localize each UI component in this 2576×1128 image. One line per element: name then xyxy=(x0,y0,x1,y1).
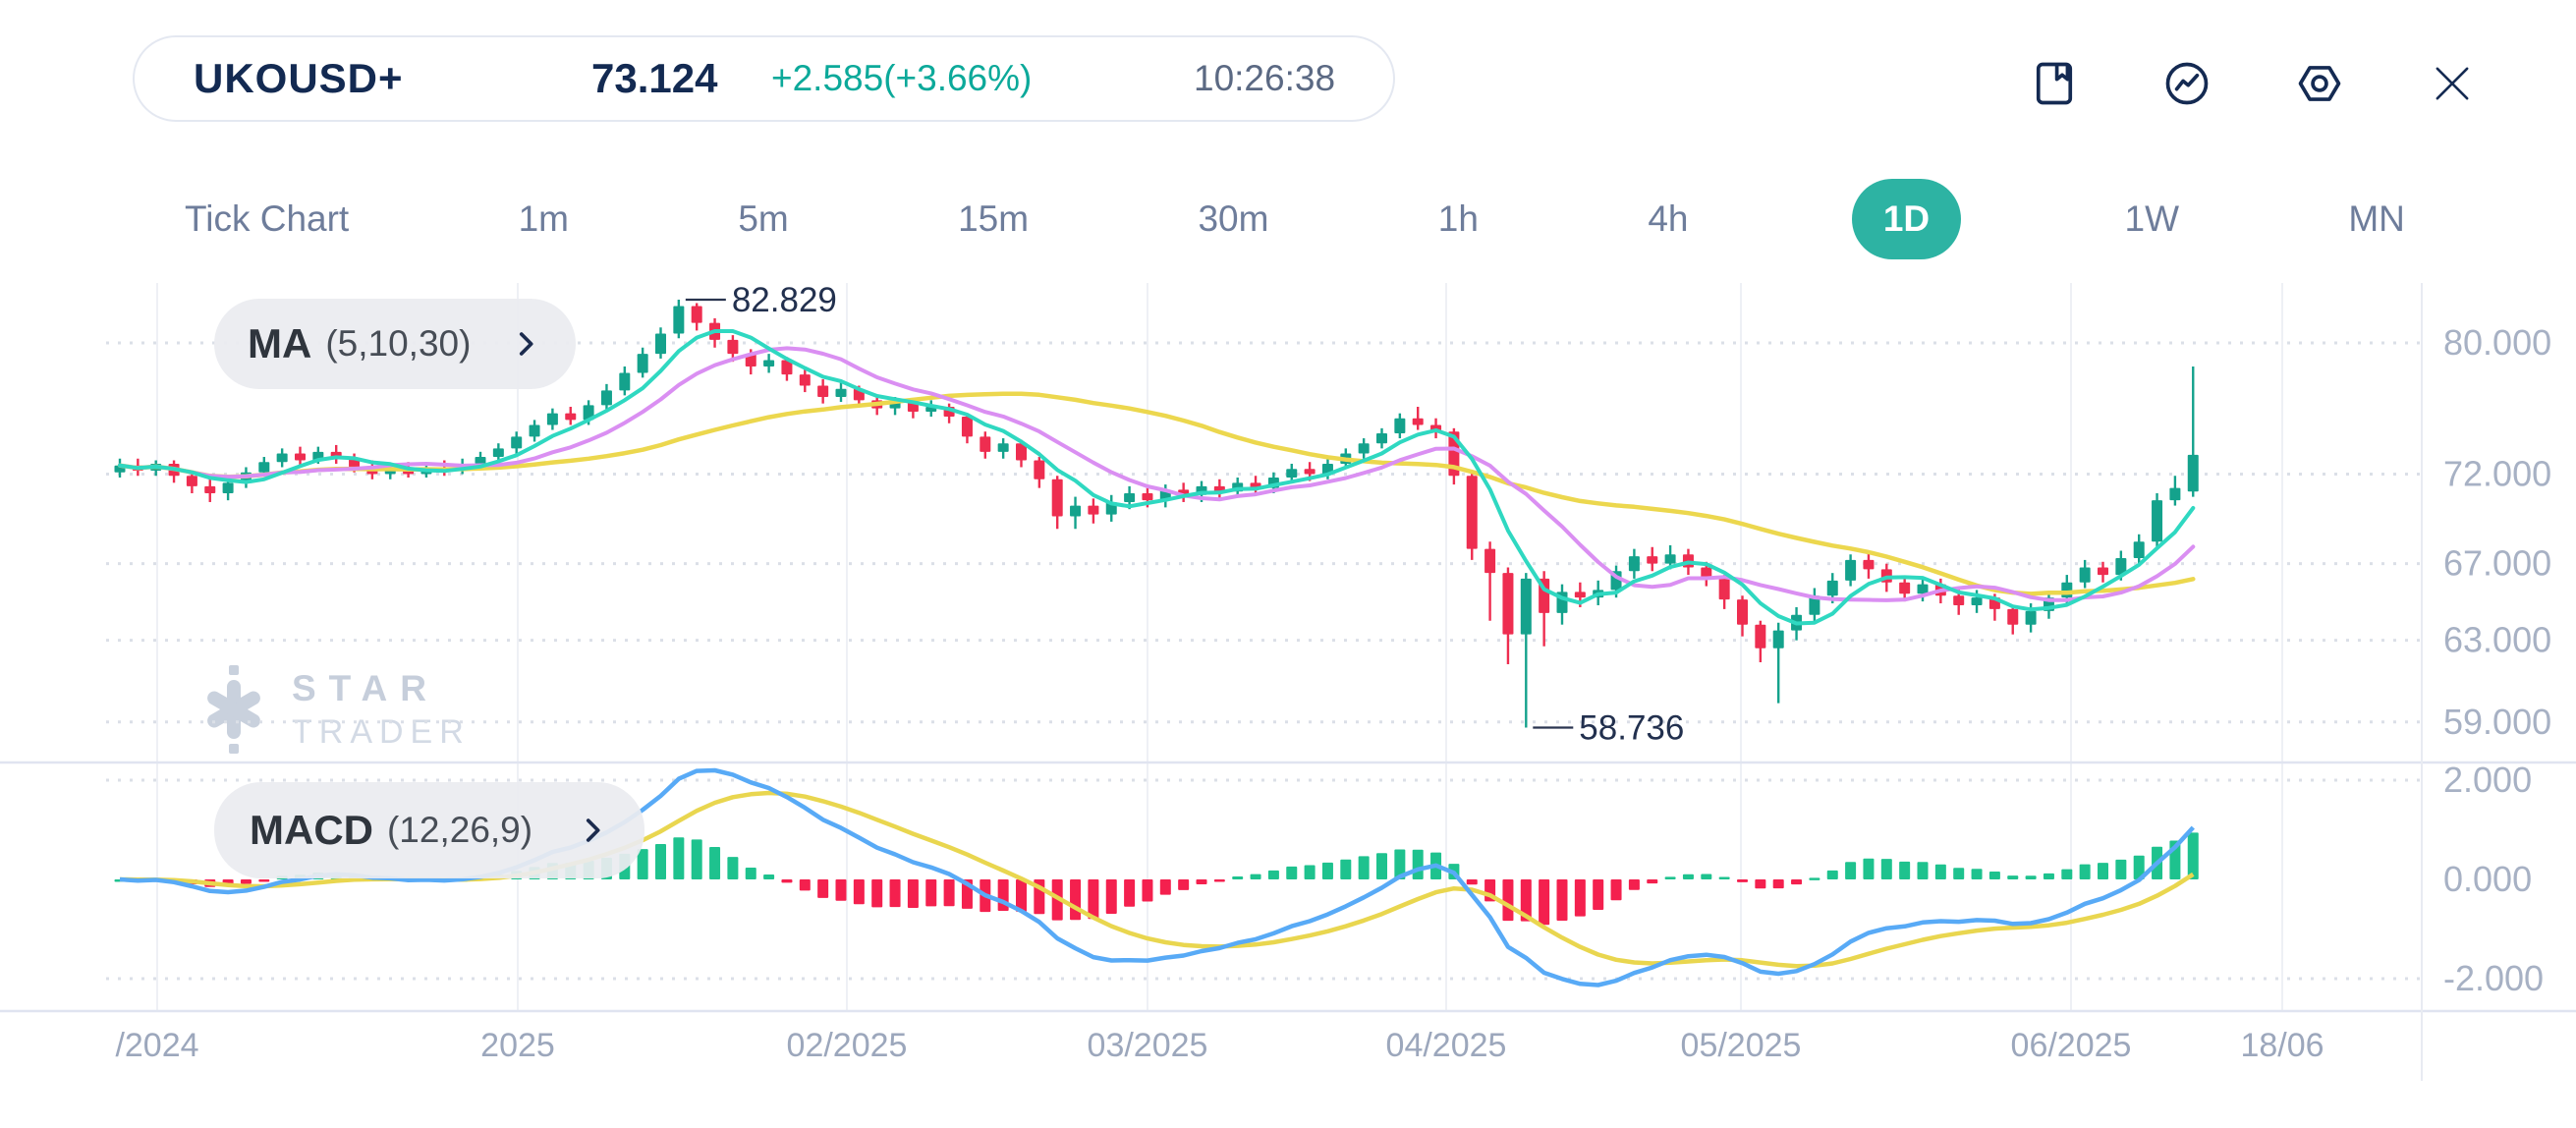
tab-15m[interactable]: 15m xyxy=(958,198,1030,239)
bookmark-icon[interactable] xyxy=(2026,55,2083,112)
macd-params: (12,26,9) xyxy=(386,810,533,850)
timeframe-tabs: Tick Chart 1m 5m 15m 30m 1h 4h 1D 1W MN xyxy=(179,178,2411,260)
ma-indicator-pill[interactable]: MA (5,10,30) xyxy=(214,299,576,389)
brand-watermark: STAR TRADER xyxy=(201,664,471,755)
ma-params: (5,10,30) xyxy=(325,323,472,364)
x-axis-label: 03/2025 xyxy=(1088,1027,1208,1064)
header-toolbar xyxy=(2026,55,2481,112)
y-axis-label: 59.000 xyxy=(2443,702,2551,742)
tab-30m[interactable]: 30m xyxy=(1198,198,1269,239)
tab-1m[interactable]: 1m xyxy=(518,198,569,239)
x-axis-label: 04/2025 xyxy=(1386,1027,1507,1064)
settings-icon[interactable] xyxy=(2291,55,2348,112)
tab-1h[interactable]: 1h xyxy=(1437,198,1479,239)
chevron-right-icon xyxy=(586,818,600,842)
x-axis-label: 18/06 xyxy=(2240,1027,2324,1064)
y-axis-label: 72.000 xyxy=(2443,453,2551,493)
x-axis-label: 02/2025 xyxy=(787,1027,908,1064)
macd-axis-label: -2.000 xyxy=(2443,958,2544,998)
x-axis-label: /2024 xyxy=(115,1027,198,1064)
server-time: 10:26:38 xyxy=(1194,58,1336,98)
close-icon[interactable] xyxy=(2424,55,2481,112)
tab-4h[interactable]: 4h xyxy=(1648,198,1689,239)
tab-5m[interactable]: 5m xyxy=(738,198,789,239)
candles-layer xyxy=(114,299,2199,728)
chevron-right-icon xyxy=(519,332,533,356)
tab-tick-chart[interactable]: Tick Chart xyxy=(185,198,350,239)
gridlines xyxy=(0,283,2576,1081)
macd-axis-label: 0.000 xyxy=(2443,859,2532,899)
last-price: 73.124 xyxy=(591,55,718,101)
macd-layer xyxy=(114,767,2199,987)
tab-1d[interactable]: 1D xyxy=(1851,179,1962,259)
star-logo-icon xyxy=(207,665,260,754)
x-axis-label: 2025 xyxy=(480,1027,555,1064)
x-axis-label: 06/2025 xyxy=(2011,1027,2132,1064)
y-axis-label: 67.000 xyxy=(2443,543,2551,584)
x-axis-label: 05/2025 xyxy=(1681,1027,1802,1064)
tab-mn[interactable]: MN xyxy=(2348,198,2405,239)
macd-axis-label: 2.000 xyxy=(2443,760,2532,800)
price-change: +2.585(+3.66%) xyxy=(771,58,1033,98)
macd-label: MACD xyxy=(250,807,373,853)
low-price-annotation: 58.736 xyxy=(1579,708,1684,747)
macd-indicator-pill[interactable]: MACD (12,26,9) xyxy=(214,782,644,878)
symbol-info-bar: UKOUSD+ 73.124 +2.585(+3.66%) 10:26:38 xyxy=(133,35,1395,122)
ma-lines-layer xyxy=(117,329,2196,626)
watermark-line1: STAR xyxy=(292,667,439,708)
tab-1w[interactable]: 1W xyxy=(2124,198,2180,239)
watermark-line2: TRADER xyxy=(292,712,471,751)
ma-label: MA xyxy=(248,320,312,367)
y-axis-label: 63.000 xyxy=(2443,620,2551,660)
y-axis-label: 80.000 xyxy=(2443,322,2551,363)
indicator-icon[interactable] xyxy=(2158,55,2215,112)
symbol-name: UKOUSD+ xyxy=(194,55,404,101)
high-price-annotation: 82.829 xyxy=(732,281,837,319)
